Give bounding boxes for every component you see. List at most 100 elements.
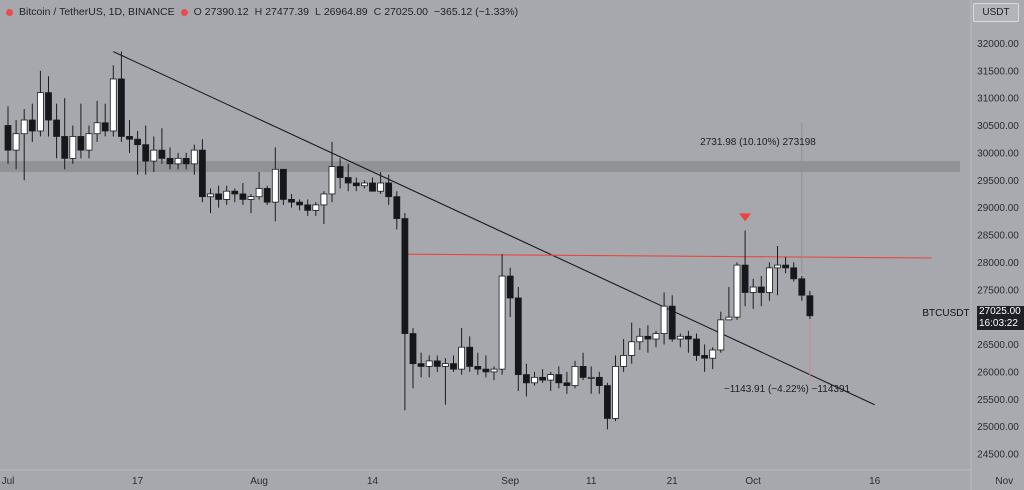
candle bbox=[401, 213, 409, 411]
candle bbox=[644, 325, 652, 353]
time-axis-labels: Jul 17 Aug 14 Sep 11 21 Oct 16 Nov bbox=[2, 476, 1014, 487]
candle-body bbox=[425, 360, 433, 367]
candle-body bbox=[296, 201, 304, 206]
candle bbox=[215, 185, 223, 208]
candle-body bbox=[304, 204, 312, 211]
up-measure-label: 2731.98 (10.10%) 273198 bbox=[700, 137, 816, 148]
price-tick-label: 26000.00 bbox=[977, 367, 1019, 378]
time-tick-label: 14 bbox=[367, 476, 379, 487]
candle bbox=[174, 152, 182, 170]
candle-body bbox=[514, 297, 522, 376]
time-tick-label: 21 bbox=[667, 476, 679, 487]
currency-button[interactable]: USDT bbox=[973, 3, 1019, 22]
candle-body bbox=[61, 136, 69, 159]
candle bbox=[733, 262, 741, 320]
price-tick-label: 25000.00 bbox=[977, 422, 1019, 433]
candle bbox=[352, 177, 360, 192]
candle bbox=[668, 295, 676, 342]
candle-body bbox=[523, 374, 530, 384]
candle bbox=[61, 98, 69, 170]
resistance-zone-layer bbox=[0, 161, 960, 173]
candle-body bbox=[150, 149, 158, 162]
candle bbox=[150, 136, 158, 173]
symbol-title[interactable]: Bitcoin / TetherUS, 1D, BINANCE bbox=[19, 6, 175, 18]
candle bbox=[757, 276, 765, 307]
candle-body bbox=[652, 333, 660, 340]
candle-body bbox=[409, 333, 417, 365]
market-status-dot-icon bbox=[6, 8, 13, 16]
candle bbox=[360, 180, 368, 189]
candle bbox=[790, 262, 798, 282]
price-axis-panel[interactable] bbox=[971, 0, 1024, 490]
candle-body bbox=[20, 119, 28, 135]
low-value: 26964.89 bbox=[323, 6, 368, 18]
plot-background bbox=[0, 0, 971, 470]
candle bbox=[725, 287, 733, 321]
candle bbox=[441, 358, 449, 405]
price-tick-label: 29500.00 bbox=[977, 176, 1019, 187]
candle-body bbox=[701, 355, 708, 359]
candle bbox=[255, 172, 263, 200]
candle bbox=[620, 339, 627, 372]
candle bbox=[20, 109, 28, 181]
price-tick-label: 30000.00 bbox=[977, 148, 1019, 159]
candle-body bbox=[474, 365, 482, 370]
candle bbox=[498, 254, 506, 375]
annotation-layer: 2731.98 (10.10%) 273198 −1143.91 (−4.22%… bbox=[700, 137, 850, 395]
candle bbox=[109, 65, 117, 137]
price-axis-labels: 24500.00 25000.00 25500.00 26000.00 26500.00… bbox=[977, 39, 1019, 461]
candle bbox=[393, 191, 401, 230]
candle bbox=[425, 355, 433, 378]
candle-body bbox=[595, 376, 603, 386]
candle-body bbox=[806, 295, 814, 317]
candle bbox=[190, 144, 198, 175]
candle-body bbox=[571, 365, 579, 386]
candle bbox=[774, 245, 781, 296]
candle-body bbox=[741, 264, 749, 293]
candle-body bbox=[328, 166, 336, 195]
time-tick-label: Aug bbox=[250, 476, 268, 487]
candle bbox=[69, 125, 77, 164]
candle-body bbox=[693, 338, 700, 356]
candle bbox=[539, 369, 546, 383]
last-price-tag: 27025.00 16:03:22 bbox=[977, 306, 1024, 330]
price-tick-label: 25500.00 bbox=[977, 395, 1019, 406]
candle-body bbox=[247, 196, 255, 200]
candle bbox=[741, 230, 749, 307]
candle-body bbox=[377, 182, 385, 192]
candle bbox=[766, 262, 773, 301]
candle-body bbox=[190, 149, 198, 165]
candle-body bbox=[77, 136, 85, 151]
ticker-label: BTCUSDT bbox=[922, 307, 970, 319]
candle bbox=[749, 278, 757, 309]
candle-body bbox=[182, 157, 190, 165]
candle-body bbox=[620, 355, 627, 367]
bar-countdown: 16:03:22 bbox=[979, 318, 1018, 329]
symbol-header: Bitcoin / TetherUS, 1D, BINANCE O 27390.… bbox=[6, 4, 518, 20]
candle-body bbox=[385, 182, 393, 198]
candle bbox=[628, 322, 636, 364]
candle-body bbox=[563, 382, 571, 386]
down-measure-label: −1143.91 (−4.22%) −114391 bbox=[724, 384, 851, 395]
candle-body bbox=[766, 267, 773, 293]
candle-body bbox=[4, 125, 12, 151]
candle bbox=[571, 360, 579, 389]
candle-body bbox=[239, 193, 247, 200]
candle-body bbox=[336, 166, 344, 178]
candle-body bbox=[539, 376, 546, 381]
candle bbox=[223, 185, 231, 205]
candle-body bbox=[93, 122, 101, 135]
candle bbox=[304, 199, 312, 216]
price-tick-label: 29000.00 bbox=[977, 203, 1019, 214]
candle bbox=[263, 185, 271, 205]
candle bbox=[207, 188, 214, 214]
candle bbox=[409, 328, 417, 389]
candle-body bbox=[28, 119, 36, 132]
candle bbox=[231, 188, 239, 203]
candle-body bbox=[676, 335, 684, 340]
last-price-value: 27025.00 bbox=[979, 306, 1021, 317]
resistance-line bbox=[404, 253, 932, 259]
candle bbox=[288, 193, 295, 208]
candle-body bbox=[790, 267, 798, 280]
